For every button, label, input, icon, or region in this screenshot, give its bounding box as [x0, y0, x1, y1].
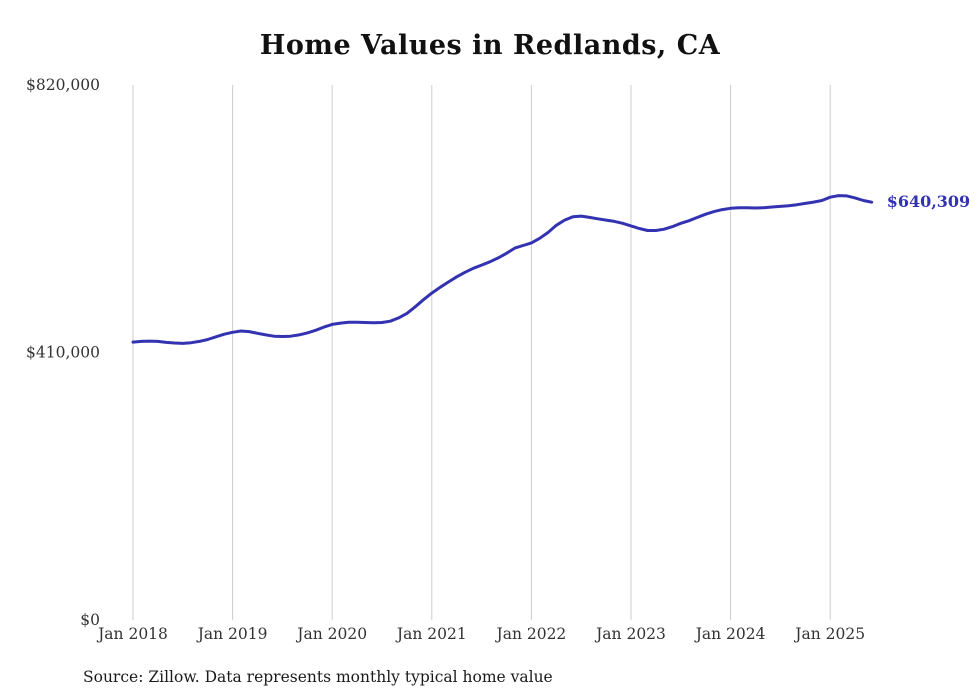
chart-title: Home Values in Redlands, CA — [259, 30, 721, 61]
y-axis-labels: $0 $410,000 $820,000 — [26, 76, 100, 629]
line-chart: $0$410,000$820,000 Jan 2018 Jan 2019 Jan 2… — [26, 76, 971, 643]
x-tick-label: Jan 2025 — [793, 625, 865, 643]
x-tick-label: Jan 2022 — [494, 625, 566, 643]
home-value-line — [131, 194, 874, 345]
source-note: Source: Zillow. Data represents monthly … — [83, 668, 553, 686]
x-tick-label: Jan 2021 — [395, 625, 467, 643]
x-tick-label: Jan 2020 — [295, 625, 367, 643]
x-axis-labels: Jan 2018 Jan 2019 Jan 2020 Jan 2021 Jan 2022… — [96, 625, 865, 643]
x-tick-label: Jan 2024 — [694, 625, 766, 643]
x-tick-label: Jan 2018 — [96, 625, 168, 643]
y-tick-label: $820,000 — [26, 76, 100, 94]
x-tick-label: Jan 2019 — [196, 625, 268, 643]
end-value-label: $640,309 — [887, 192, 971, 211]
y-tick-label: $0 — [80, 611, 100, 629]
y-tick-label: $410,000 — [26, 344, 100, 362]
x-tick-label: Jan 2023 — [594, 625, 666, 643]
gridlines — [132, 85, 831, 620]
